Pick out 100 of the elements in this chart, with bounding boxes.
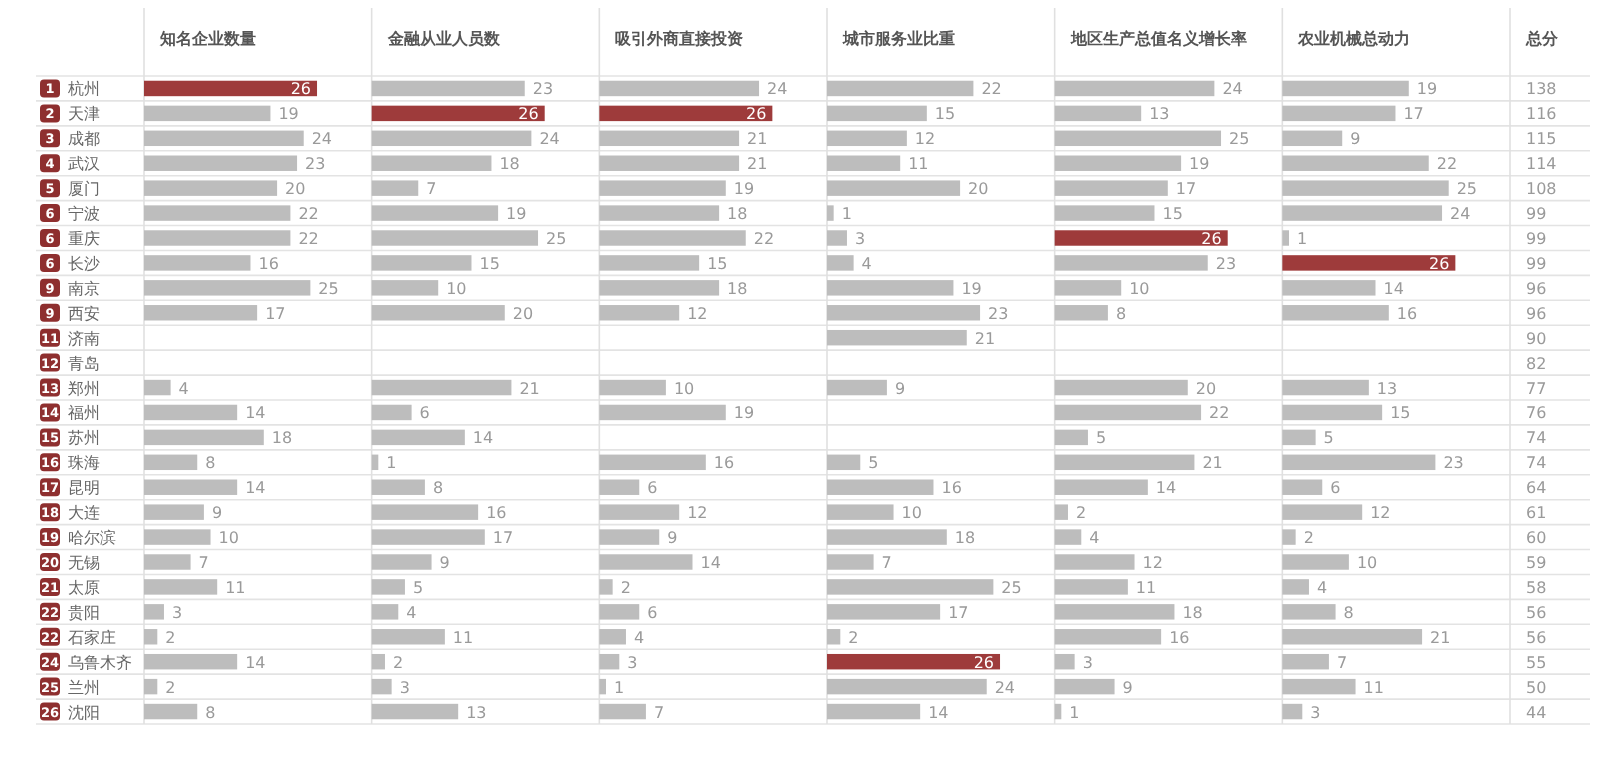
data-label: 16 bbox=[1169, 628, 1190, 647]
data-label: 1 bbox=[841, 205, 852, 224]
data-label: 11 bbox=[452, 628, 474, 647]
y-tick-label: 兰州 bbox=[68, 678, 100, 697]
data-label: 14 bbox=[1383, 279, 1404, 298]
data-label: 44 bbox=[1526, 703, 1547, 722]
data-label: 15 bbox=[1390, 404, 1411, 423]
data-label: 18 bbox=[1182, 603, 1203, 622]
data-label: 17 bbox=[492, 529, 514, 548]
data-label: 14 bbox=[928, 703, 949, 722]
bar bbox=[827, 130, 907, 147]
data-label: 6 bbox=[419, 404, 430, 423]
data-label: 25 bbox=[1456, 180, 1478, 199]
data-label: 58 bbox=[1526, 578, 1547, 597]
data-label: 22 bbox=[298, 205, 319, 224]
bar bbox=[827, 105, 927, 122]
data-label: 138 bbox=[1526, 80, 1557, 99]
bar bbox=[371, 504, 479, 520]
bar bbox=[144, 230, 291, 246]
bar bbox=[144, 678, 158, 695]
data-label: 10 bbox=[1129, 279, 1150, 298]
data-label: 4 bbox=[861, 254, 872, 273]
bar bbox=[144, 579, 218, 595]
y-tick-label: 长沙 bbox=[68, 254, 100, 273]
bar bbox=[371, 105, 545, 122]
data-label: 17 bbox=[1403, 105, 1424, 124]
data-label: 14 bbox=[1155, 479, 1177, 498]
bar bbox=[599, 653, 620, 670]
data-label: 23 bbox=[1215, 254, 1237, 273]
bar bbox=[1054, 155, 1182, 171]
bar bbox=[371, 255, 472, 271]
data-label: 19 bbox=[278, 105, 299, 124]
bar bbox=[144, 180, 278, 196]
data-label: 26 bbox=[973, 653, 995, 672]
bar bbox=[371, 180, 419, 196]
bar bbox=[371, 579, 405, 595]
data-label: 21 bbox=[519, 379, 540, 398]
data-label: 25 bbox=[546, 230, 567, 248]
bar bbox=[1282, 504, 1363, 520]
data-label: 1 bbox=[386, 454, 397, 473]
data-label: 11 bbox=[1135, 578, 1157, 597]
data-label: 9 bbox=[667, 529, 678, 548]
bar bbox=[827, 604, 941, 620]
data-label: 90 bbox=[1526, 329, 1547, 348]
data-label: 14 bbox=[245, 653, 266, 672]
data-label: 24 bbox=[1222, 80, 1243, 99]
bar bbox=[599, 205, 720, 221]
bar bbox=[827, 230, 847, 246]
bar bbox=[1282, 105, 1396, 122]
data-label: 1 bbox=[613, 678, 625, 697]
data-label: 3 bbox=[854, 230, 866, 248]
bar bbox=[1054, 105, 1142, 122]
data-label: 26 bbox=[1428, 254, 1450, 273]
data-label: 24 bbox=[1450, 205, 1471, 224]
data-label: 21 bbox=[747, 155, 768, 174]
bar bbox=[371, 554, 432, 570]
data-label: 8 bbox=[205, 703, 216, 722]
bar bbox=[1282, 180, 1449, 196]
data-label: 25 bbox=[1229, 130, 1250, 149]
bar bbox=[144, 454, 198, 471]
data-label: 11 bbox=[1363, 678, 1384, 697]
bar bbox=[1054, 529, 1082, 545]
bar bbox=[371, 155, 492, 171]
bar bbox=[144, 504, 204, 520]
bar bbox=[827, 205, 834, 221]
data-label: 3 bbox=[1310, 703, 1321, 722]
text: 总分 bbox=[1524, 30, 1560, 48]
data-label: 60 bbox=[1526, 529, 1547, 548]
data-label: 8 bbox=[1115, 304, 1127, 323]
bar bbox=[144, 80, 318, 97]
bar bbox=[1282, 529, 1296, 545]
bar bbox=[371, 629, 445, 645]
y-tick-label: 郑州 bbox=[68, 379, 100, 398]
data-label: 96 bbox=[1526, 304, 1547, 323]
bar bbox=[599, 130, 740, 147]
data-label: 55 bbox=[1526, 653, 1547, 672]
data-label: 2 bbox=[620, 578, 631, 597]
bar bbox=[371, 305, 505, 321]
data-label: 16 bbox=[486, 504, 507, 523]
data-label: 4 bbox=[633, 628, 645, 647]
bar bbox=[599, 479, 640, 495]
y-tick-label: 福州 bbox=[68, 404, 100, 423]
bar bbox=[144, 255, 251, 271]
data-label: 17 bbox=[948, 603, 969, 622]
data-label: 8 bbox=[205, 454, 216, 473]
data-label: 14 bbox=[472, 429, 494, 448]
data-label: 5 bbox=[412, 578, 424, 597]
bar bbox=[1282, 579, 1309, 595]
data-label: 20 bbox=[1195, 379, 1217, 398]
bar bbox=[1282, 678, 1356, 695]
chart-title: 地区生产总值名义增长率 bbox=[1068, 28, 1247, 48]
bar bbox=[1282, 80, 1409, 97]
bar bbox=[144, 554, 191, 570]
y-tick-label: 无锡 bbox=[68, 554, 100, 572]
bar bbox=[827, 504, 894, 520]
bar bbox=[371, 678, 392, 695]
bar bbox=[144, 305, 258, 321]
data-label: 20 bbox=[968, 180, 989, 199]
y-tick-label: 杭州 bbox=[66, 80, 100, 99]
bar bbox=[599, 629, 626, 645]
